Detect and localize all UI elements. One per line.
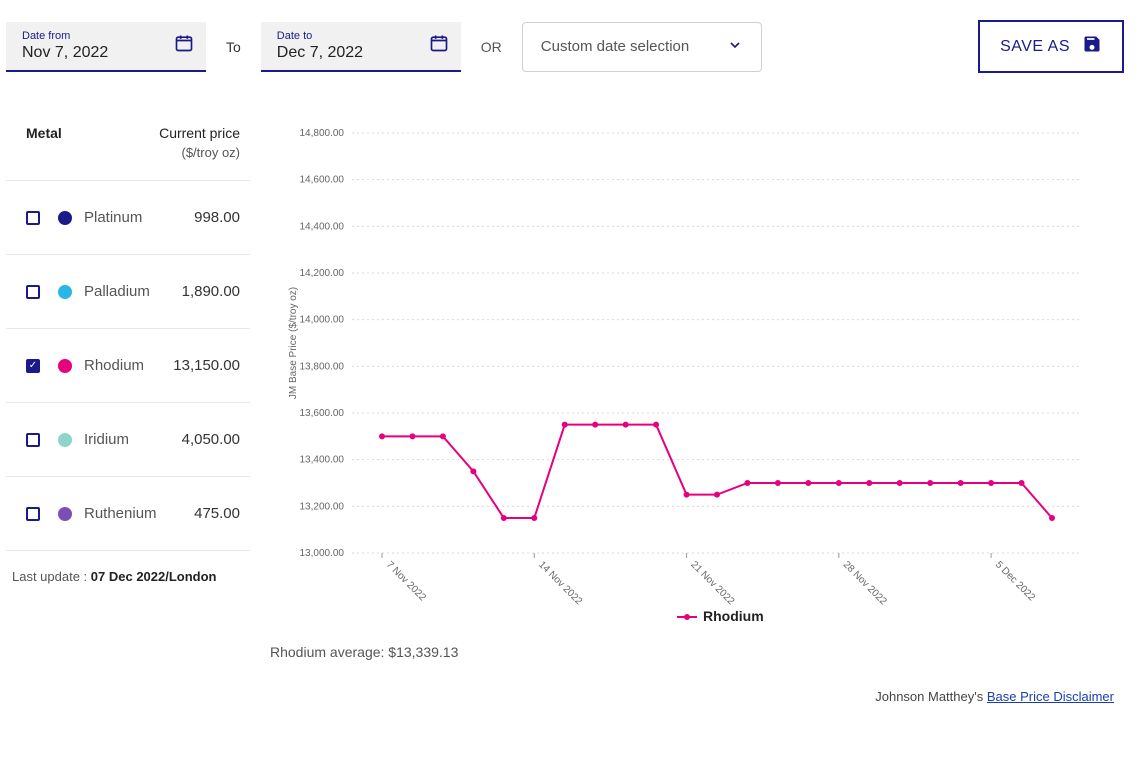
filter-bar: Date from Nov 7, 2022 To Date to Dec 7, … <box>0 0 1144 73</box>
svg-text:14,000.00: 14,000.00 <box>300 315 345 326</box>
calendar-icon <box>174 33 194 58</box>
col-unit: ($/troy oz) <box>159 145 240 160</box>
metal-swatch <box>58 359 72 373</box>
metal-price: 475.00 <box>194 505 240 522</box>
col-metal: Metal <box>26 125 62 160</box>
average-text: Rhodium average: $13,339.13 <box>270 644 1114 660</box>
metal-swatch <box>58 507 72 521</box>
svg-text:14,600.00: 14,600.00 <box>300 175 345 186</box>
metal-row[interactable]: Ruthenium 475.00 <box>6 477 250 551</box>
date-from-label: Date from <box>22 30 108 42</box>
date-to-value: Dec 7, 2022 <box>277 44 363 62</box>
metal-checkbox[interactable] <box>26 211 40 225</box>
metal-price: 1,890.00 <box>182 283 240 300</box>
price-chart: 13,000.00 13,200.00 13,400.00 13,600.00 13,8… <box>270 113 1114 633</box>
date-to-field[interactable]: Date to Dec 7, 2022 <box>261 22 461 72</box>
chart-area: 13,000.00 13,200.00 13,400.00 13,600.00 13,8… <box>260 113 1144 660</box>
sidebar-header: Metal Current price ($/troy oz) <box>6 113 250 181</box>
metal-name: Ruthenium <box>84 505 182 522</box>
metal-checkbox[interactable] <box>26 285 40 299</box>
metal-checkbox[interactable] <box>26 507 40 521</box>
metal-name: Iridium <box>84 431 170 448</box>
metal-name: Rhodium <box>84 357 161 374</box>
metal-swatch <box>58 433 72 447</box>
metal-checkbox[interactable] <box>26 359 40 373</box>
metal-row[interactable]: Platinum 998.00 <box>6 181 250 255</box>
metal-price: 998.00 <box>194 209 240 226</box>
svg-text:14,400.00: 14,400.00 <box>300 221 345 232</box>
metal-row[interactable]: Rhodium 13,150.00 <box>6 329 250 403</box>
metal-row[interactable]: Palladium 1,890.00 <box>6 255 250 329</box>
date-to-label: Date to <box>277 30 363 42</box>
svg-text:JM Base Price ($/troy oz): JM Base Price ($/troy oz) <box>288 287 299 399</box>
svg-text:13,000.00: 13,000.00 <box>300 548 345 559</box>
save-as-label: SAVE AS <box>1000 38 1070 56</box>
date-from-value: Nov 7, 2022 <box>22 44 108 62</box>
svg-text:14 Nov 2022: 14 Nov 2022 <box>536 559 584 607</box>
save-as-button[interactable]: SAVE AS <box>978 20 1124 73</box>
metal-price: 13,150.00 <box>173 357 240 374</box>
metal-row[interactable]: Iridium 4,050.00 <box>6 403 250 477</box>
or-label: OR <box>481 39 502 55</box>
custom-date-select[interactable]: Custom date selection <box>522 22 762 72</box>
metals-sidebar: Metal Current price ($/troy oz) Platinum… <box>0 113 260 660</box>
metal-price: 4,050.00 <box>182 431 240 448</box>
disclaimer-link[interactable]: Base Price Disclaimer <box>987 689 1114 704</box>
calendar-icon <box>429 33 449 58</box>
to-label: To <box>226 39 241 55</box>
svg-text:7 Nov 2022: 7 Nov 2022 <box>384 559 428 603</box>
svg-text:Rhodium: Rhodium <box>703 608 764 624</box>
svg-text:5 Dec 2022: 5 Dec 2022 <box>993 559 1037 603</box>
svg-text:13,400.00: 13,400.00 <box>300 455 345 466</box>
save-icon <box>1082 34 1102 59</box>
metal-name: Platinum <box>84 209 182 226</box>
svg-text:13,800.00: 13,800.00 <box>300 361 345 372</box>
date-from-field[interactable]: Date from Nov 7, 2022 <box>6 22 206 72</box>
svg-text:13,200.00: 13,200.00 <box>300 501 345 512</box>
svg-text:13,600.00: 13,600.00 <box>300 408 345 419</box>
chevron-down-icon <box>727 37 743 57</box>
metal-name: Palladium <box>84 283 170 300</box>
custom-date-label: Custom date selection <box>541 38 689 55</box>
last-update: Last update : 07 Dec 2022/London <box>6 551 250 584</box>
svg-text:14,800.00: 14,800.00 <box>300 128 345 139</box>
svg-text:14,200.00: 14,200.00 <box>300 268 345 279</box>
metal-checkbox[interactable] <box>26 433 40 447</box>
svg-text:28 Nov 2022: 28 Nov 2022 <box>841 559 889 607</box>
metal-swatch <box>58 211 72 225</box>
svg-text:21 Nov 2022: 21 Nov 2022 <box>688 559 736 607</box>
col-price: Current price <box>159 125 240 141</box>
metal-swatch <box>58 285 72 299</box>
footer-disclaimer: Johnson Matthey's Base Price Disclaimer <box>875 689 1114 704</box>
